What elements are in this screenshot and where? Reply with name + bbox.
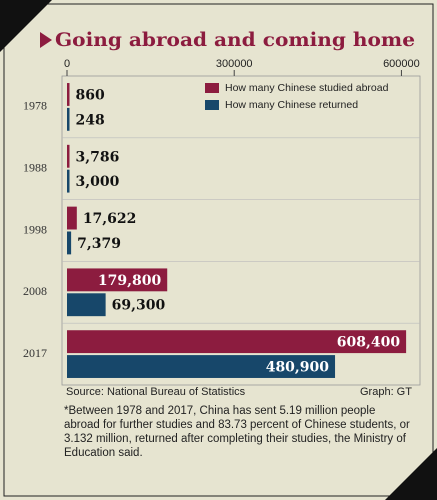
x-tick-label: 0 [64, 58, 70, 70]
bar [67, 144, 70, 168]
legend-label: How many Chinese studied abroad [225, 82, 389, 94]
credit: Graph: GT [360, 386, 412, 398]
value-label: 69,300 [112, 298, 166, 314]
x-tick-label: 600000 [383, 58, 420, 70]
value-label: 17,622 [83, 211, 137, 227]
y-tick-label: 1998 [23, 222, 47, 236]
value-label: 3,786 [76, 149, 120, 165]
value-label: 608,400 [337, 335, 401, 351]
y-tick-label: 1988 [23, 160, 47, 174]
plot-frame [61, 75, 421, 386]
footnote: *Between 1978 and 2017, China has sent 5… [64, 405, 410, 459]
value-label: 480,900 [266, 360, 330, 376]
bar [67, 206, 77, 230]
value-label: 248 [76, 112, 105, 128]
bar [67, 293, 106, 317]
bar [67, 107, 70, 131]
corner [0, 0, 52, 52]
bar [67, 169, 70, 193]
bar [67, 355, 336, 378]
frame [3, 3, 434, 497]
chart-title: Going abroad and coming home [55, 29, 415, 51]
legend-swatch [205, 83, 219, 93]
y-tick-label: 1978 [23, 99, 47, 113]
y-tick-label: 2008 [23, 284, 47, 298]
title-marker [40, 32, 52, 48]
bar [67, 231, 72, 255]
value-label: 179,800 [98, 273, 162, 289]
value-label: 7,379 [77, 236, 121, 252]
corner [385, 448, 437, 500]
bar [67, 268, 168, 292]
source: Source: National Bureau of Statistics [66, 386, 246, 398]
y-tick-label: 2017 [23, 346, 47, 360]
legend-swatch [205, 100, 219, 110]
bar [67, 83, 70, 106]
legend-label: How many Chinese returned [225, 99, 358, 111]
value-label: 3,000 [76, 174, 120, 190]
bar [67, 330, 407, 354]
value-label: 860 [76, 87, 105, 103]
x-tick-label: 300000 [216, 58, 253, 70]
